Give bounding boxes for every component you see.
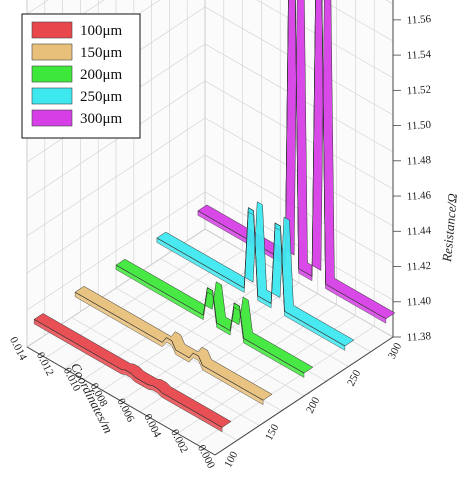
width-tick-label: 200 bbox=[304, 395, 323, 416]
z-tick-label: 11.54 bbox=[406, 48, 432, 62]
series-ribbon-250μm bbox=[156, 201, 355, 351]
legend-swatch bbox=[31, 109, 73, 127]
z-tick-label: 11.40 bbox=[406, 295, 432, 309]
z-tick-label: 11.52 bbox=[406, 84, 431, 98]
floor-grid-line bbox=[204, 228, 394, 338]
z-tick-label: 11.38 bbox=[406, 330, 432, 344]
z-tick-label: 11.44 bbox=[406, 225, 432, 239]
z-tick-label: 11.42 bbox=[406, 260, 431, 274]
legend-label: 250μm bbox=[80, 89, 123, 105]
series-ribbon-200μm bbox=[115, 258, 314, 378]
series-ribbon-100μm bbox=[33, 313, 232, 433]
width-axis-line bbox=[214, 336, 394, 456]
legend-swatch bbox=[31, 65, 73, 83]
legend-swatch bbox=[31, 21, 73, 39]
series-line bbox=[74, 291, 264, 401]
z-tick-label: 11.50 bbox=[406, 119, 432, 133]
legend-swatch bbox=[31, 43, 73, 61]
width-tick-label: 250 bbox=[345, 368, 364, 389]
ribbon-side bbox=[197, 0, 387, 324]
z-tick-label: 11.56 bbox=[406, 13, 432, 27]
series-line bbox=[197, 0, 387, 320]
series-line bbox=[33, 319, 223, 428]
floor-grid-line bbox=[71, 317, 260, 426]
floor-grid-line bbox=[160, 258, 349, 367]
legend-swatch bbox=[31, 87, 73, 105]
series-ribbons bbox=[33, 0, 396, 433]
legend-label: 150μm bbox=[80, 45, 123, 61]
x-axis-line bbox=[26, 346, 216, 456]
width-tick-label: 300 bbox=[386, 340, 405, 361]
legend-label: 100μm bbox=[80, 23, 123, 39]
wall-grid-line bbox=[321, 0, 394, 42]
legend: 100μm 150μm 200μm 250μm 300μm bbox=[21, 13, 141, 139]
z-tick-label: 11.46 bbox=[406, 189, 432, 203]
legend-label: 300μm bbox=[80, 111, 123, 127]
width-tick-label: 150 bbox=[263, 422, 282, 443]
series-line bbox=[156, 207, 346, 347]
width-tick-label: 100 bbox=[222, 449, 241, 470]
floor-grid-line bbox=[115, 287, 305, 397]
series-ribbon-150μm bbox=[74, 286, 273, 406]
tick-labels: 1001502002503000.0000.0020.0040.0060.008… bbox=[7, 13, 432, 471]
x-tick-label: 0.014 bbox=[7, 335, 29, 363]
series-line bbox=[115, 264, 305, 374]
legend-label: 200μm bbox=[80, 67, 123, 83]
z-tick-label: 11.48 bbox=[406, 154, 432, 168]
z-axis-title: Resistance/Ω bbox=[439, 193, 460, 264]
